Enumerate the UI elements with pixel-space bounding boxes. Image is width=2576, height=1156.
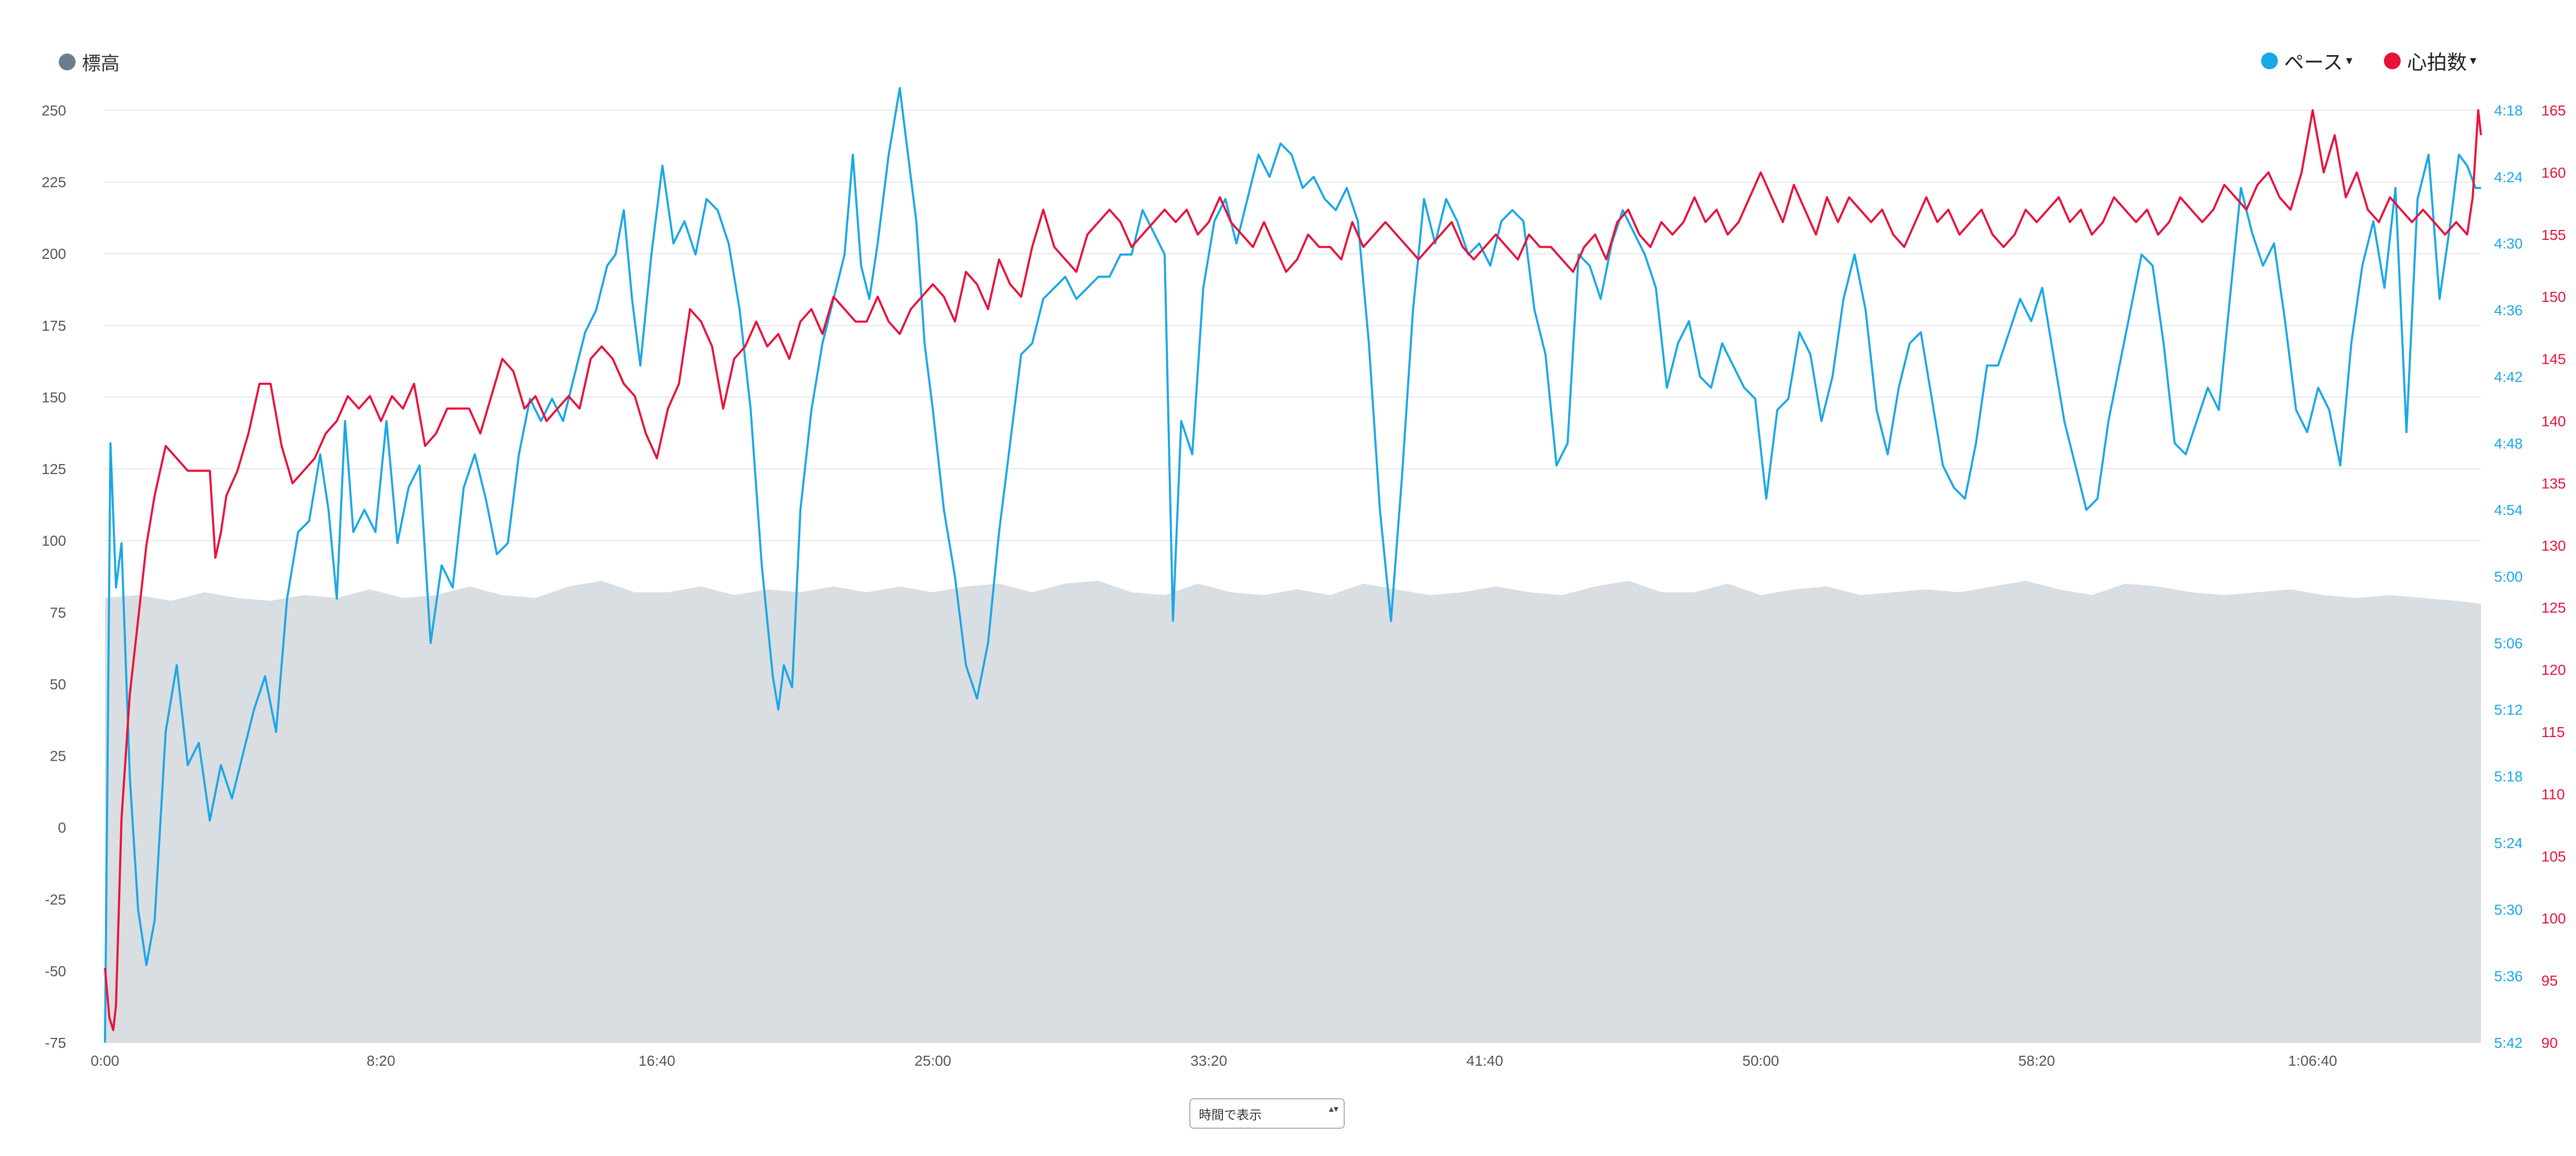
pace-tick-label: 5:00: [2494, 569, 2523, 585]
pace-tick-label: 5:42: [2494, 1035, 2523, 1051]
heart-rate-dot-icon: [2383, 52, 2401, 69]
heart-rate-line: [104, 109, 2482, 1032]
elevation-area-group: [105, 581, 2481, 1043]
heart-rate-legend-label: 心拍数: [2406, 52, 2467, 74]
elevation-tick-label: -25: [45, 891, 66, 908]
heart-rate-tick-label: 150: [2541, 289, 2566, 305]
heart-rate-tick-label: 165: [2541, 102, 2566, 119]
elevation-tick-label: 0: [58, 819, 66, 836]
x-tick-label: 33:20: [1190, 1053, 1227, 1069]
heart-rate-tick-label: 140: [2541, 413, 2566, 429]
pace-legend-label: ペース: [2284, 52, 2343, 74]
pace-tick-label: 4:42: [2494, 369, 2523, 385]
heart-rate-tick-label: 105: [2541, 848, 2566, 865]
heart-rate-tick-label: 100: [2541, 910, 2566, 927]
heart-rate-tick-label: 130: [2541, 538, 2566, 554]
axis-labels-group: 2502252001751501251007550250-25-50-754:1…: [41, 102, 2566, 1069]
pace-tick-label: 5:06: [2494, 635, 2523, 651]
heart-rate-tick-label: 115: [2541, 724, 2565, 740]
legend-right-group: ペース ▾ 心拍数 ▾: [2230, 46, 2476, 75]
heart-rate-tick-label: 160: [2541, 164, 2566, 181]
elevation-area: [105, 581, 2481, 1043]
elevation-tick-label: 200: [41, 246, 66, 262]
pace-tick-label: 4:36: [2494, 302, 2523, 319]
pace-tick-label: 4:54: [2494, 502, 2523, 518]
elevation-tick-label: -50: [45, 963, 66, 979]
heart-rate-tick-label: 95: [2541, 973, 2558, 989]
pace-line: [104, 87, 2481, 1043]
legend-elevation[interactable]: 標高: [59, 48, 120, 76]
elevation-tick-label: 100: [41, 533, 66, 549]
x-tick-label: 0:00: [91, 1053, 120, 1069]
pace-tick-label: 4:30: [2494, 236, 2523, 252]
legend-heart-rate[interactable]: 心拍数 ▾: [2383, 46, 2476, 75]
pace-tick-label: 5:18: [2494, 769, 2523, 785]
elevation-tick-label: 25: [50, 748, 66, 764]
pace-tick-label: 4:48: [2494, 435, 2523, 451]
x-tick-label: 41:40: [1466, 1053, 1503, 1069]
heart-rate-tick-label: 120: [2541, 662, 2566, 678]
x-tick-label: 58:20: [2018, 1053, 2055, 1069]
heart-rate-tick-label: 110: [2541, 786, 2565, 802]
x-tick-label: 8:20: [367, 1053, 396, 1069]
heart-rate-tick-label: 135: [2541, 475, 2566, 491]
heart-rate-tick-label: 125: [2541, 600, 2566, 616]
elevation-tick-label: 250: [41, 102, 66, 119]
elevation-legend-label: 標高: [82, 52, 120, 74]
elevation-tick-label: 125: [41, 461, 66, 477]
heart-rate-tick-label: 155: [2541, 227, 2566, 243]
pace-dot-icon: [2261, 52, 2278, 69]
pace-tick-label: 5:30: [2494, 901, 2523, 918]
elevation-tick-label: 175: [41, 318, 66, 334]
x-tick-label: 50:00: [1743, 1053, 1779, 1069]
x-tick-label: 25:00: [914, 1053, 951, 1069]
pace-tick-label: 5:12: [2494, 702, 2523, 718]
heart-rate-caret-icon: ▾: [2469, 54, 2476, 68]
elevation-tick-label: 50: [50, 676, 66, 692]
x-tick-label: 16:40: [639, 1053, 675, 1069]
elevation-tick-label: 225: [41, 174, 66, 191]
legend-pace[interactable]: ペース ▾: [2261, 46, 2352, 75]
x-tick-label: 1:06:40: [2288, 1053, 2337, 1069]
elevation-tick-label: -75: [45, 1035, 66, 1051]
elevation-dot-icon: [59, 54, 76, 70]
series-lines-group: [104, 87, 2482, 1043]
pace-caret-icon: ▾: [2346, 54, 2352, 68]
pace-tick-label: 4:24: [2494, 169, 2523, 185]
elevation-tick-label: 75: [50, 604, 66, 621]
pace-tick-label: 4:18: [2494, 102, 2523, 119]
heart-rate-tick-label: 90: [2541, 1035, 2558, 1051]
select-arrows-icon: ▴▾: [1328, 1104, 1338, 1114]
pace-tick-label: 5:24: [2494, 835, 2523, 851]
pace-tick-label: 5:36: [2494, 968, 2523, 984]
view-mode-select[interactable]: 時間で表示 ▴▾: [1189, 1098, 1345, 1129]
elevation-tick-label: 150: [41, 389, 66, 405]
heart-rate-tick-label: 145: [2541, 351, 2566, 367]
view-mode-value: 時間で表示: [1199, 1108, 1262, 1122]
